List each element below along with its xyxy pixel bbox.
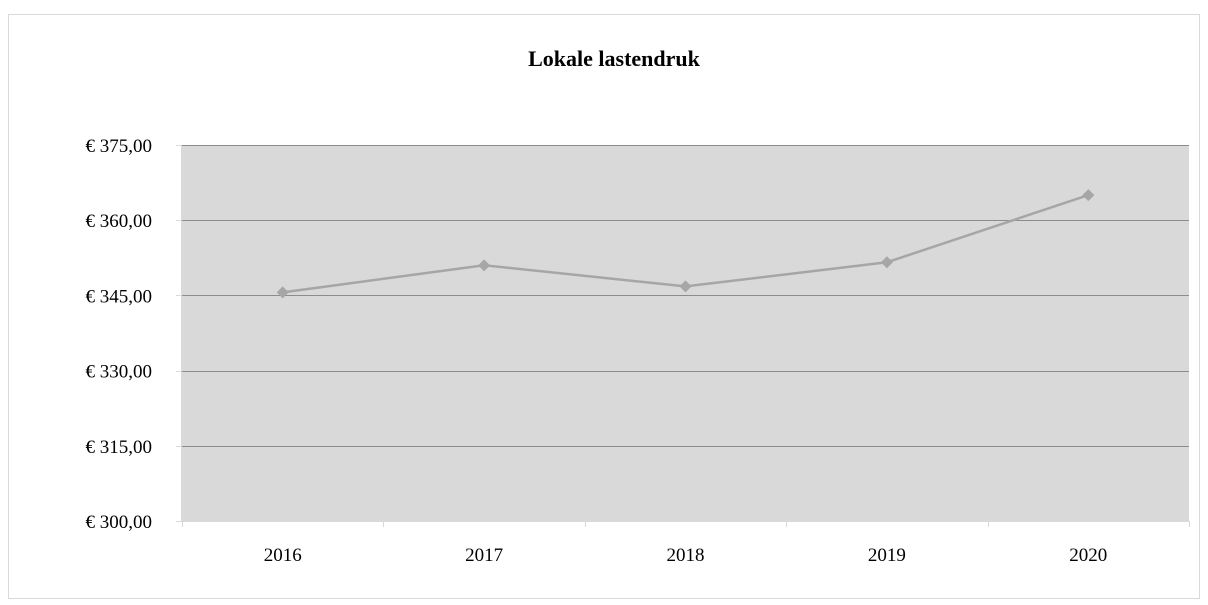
x-tick-label: 2019 (868, 545, 906, 566)
y-tick-label: € 375,00 (86, 136, 153, 157)
chart-title: Lokale lastendruk (528, 46, 701, 71)
x-tick-label: 2018 (667, 545, 705, 566)
y-tick-label: € 315,00 (86, 437, 153, 458)
y-tick-label: € 330,00 (86, 362, 153, 383)
gridlines (182, 145, 1189, 447)
data-point (478, 259, 491, 272)
plot-area (182, 145, 1189, 521)
y-tick-labels: € 300,00 € 315,00 € 330,00 € 345,00 € 360,00… (86, 136, 153, 533)
y-tick-label: € 345,00 (86, 286, 153, 307)
data-point (276, 286, 289, 299)
series (276, 189, 1095, 299)
x-tick-label: 2020 (1069, 545, 1107, 566)
axes (176, 145, 1190, 527)
y-tick-label: € 300,00 (86, 512, 153, 533)
y-tick-label: € 360,00 (86, 211, 153, 232)
x-tick-label: 2016 (264, 545, 302, 566)
x-tick-label: 2017 (465, 545, 503, 566)
x-tick-labels: 2016 2017 2018 2019 2020 (264, 545, 1108, 566)
data-point (1082, 189, 1095, 202)
plot-background (182, 145, 1189, 521)
data-point (880, 256, 893, 269)
data-point (679, 280, 692, 293)
